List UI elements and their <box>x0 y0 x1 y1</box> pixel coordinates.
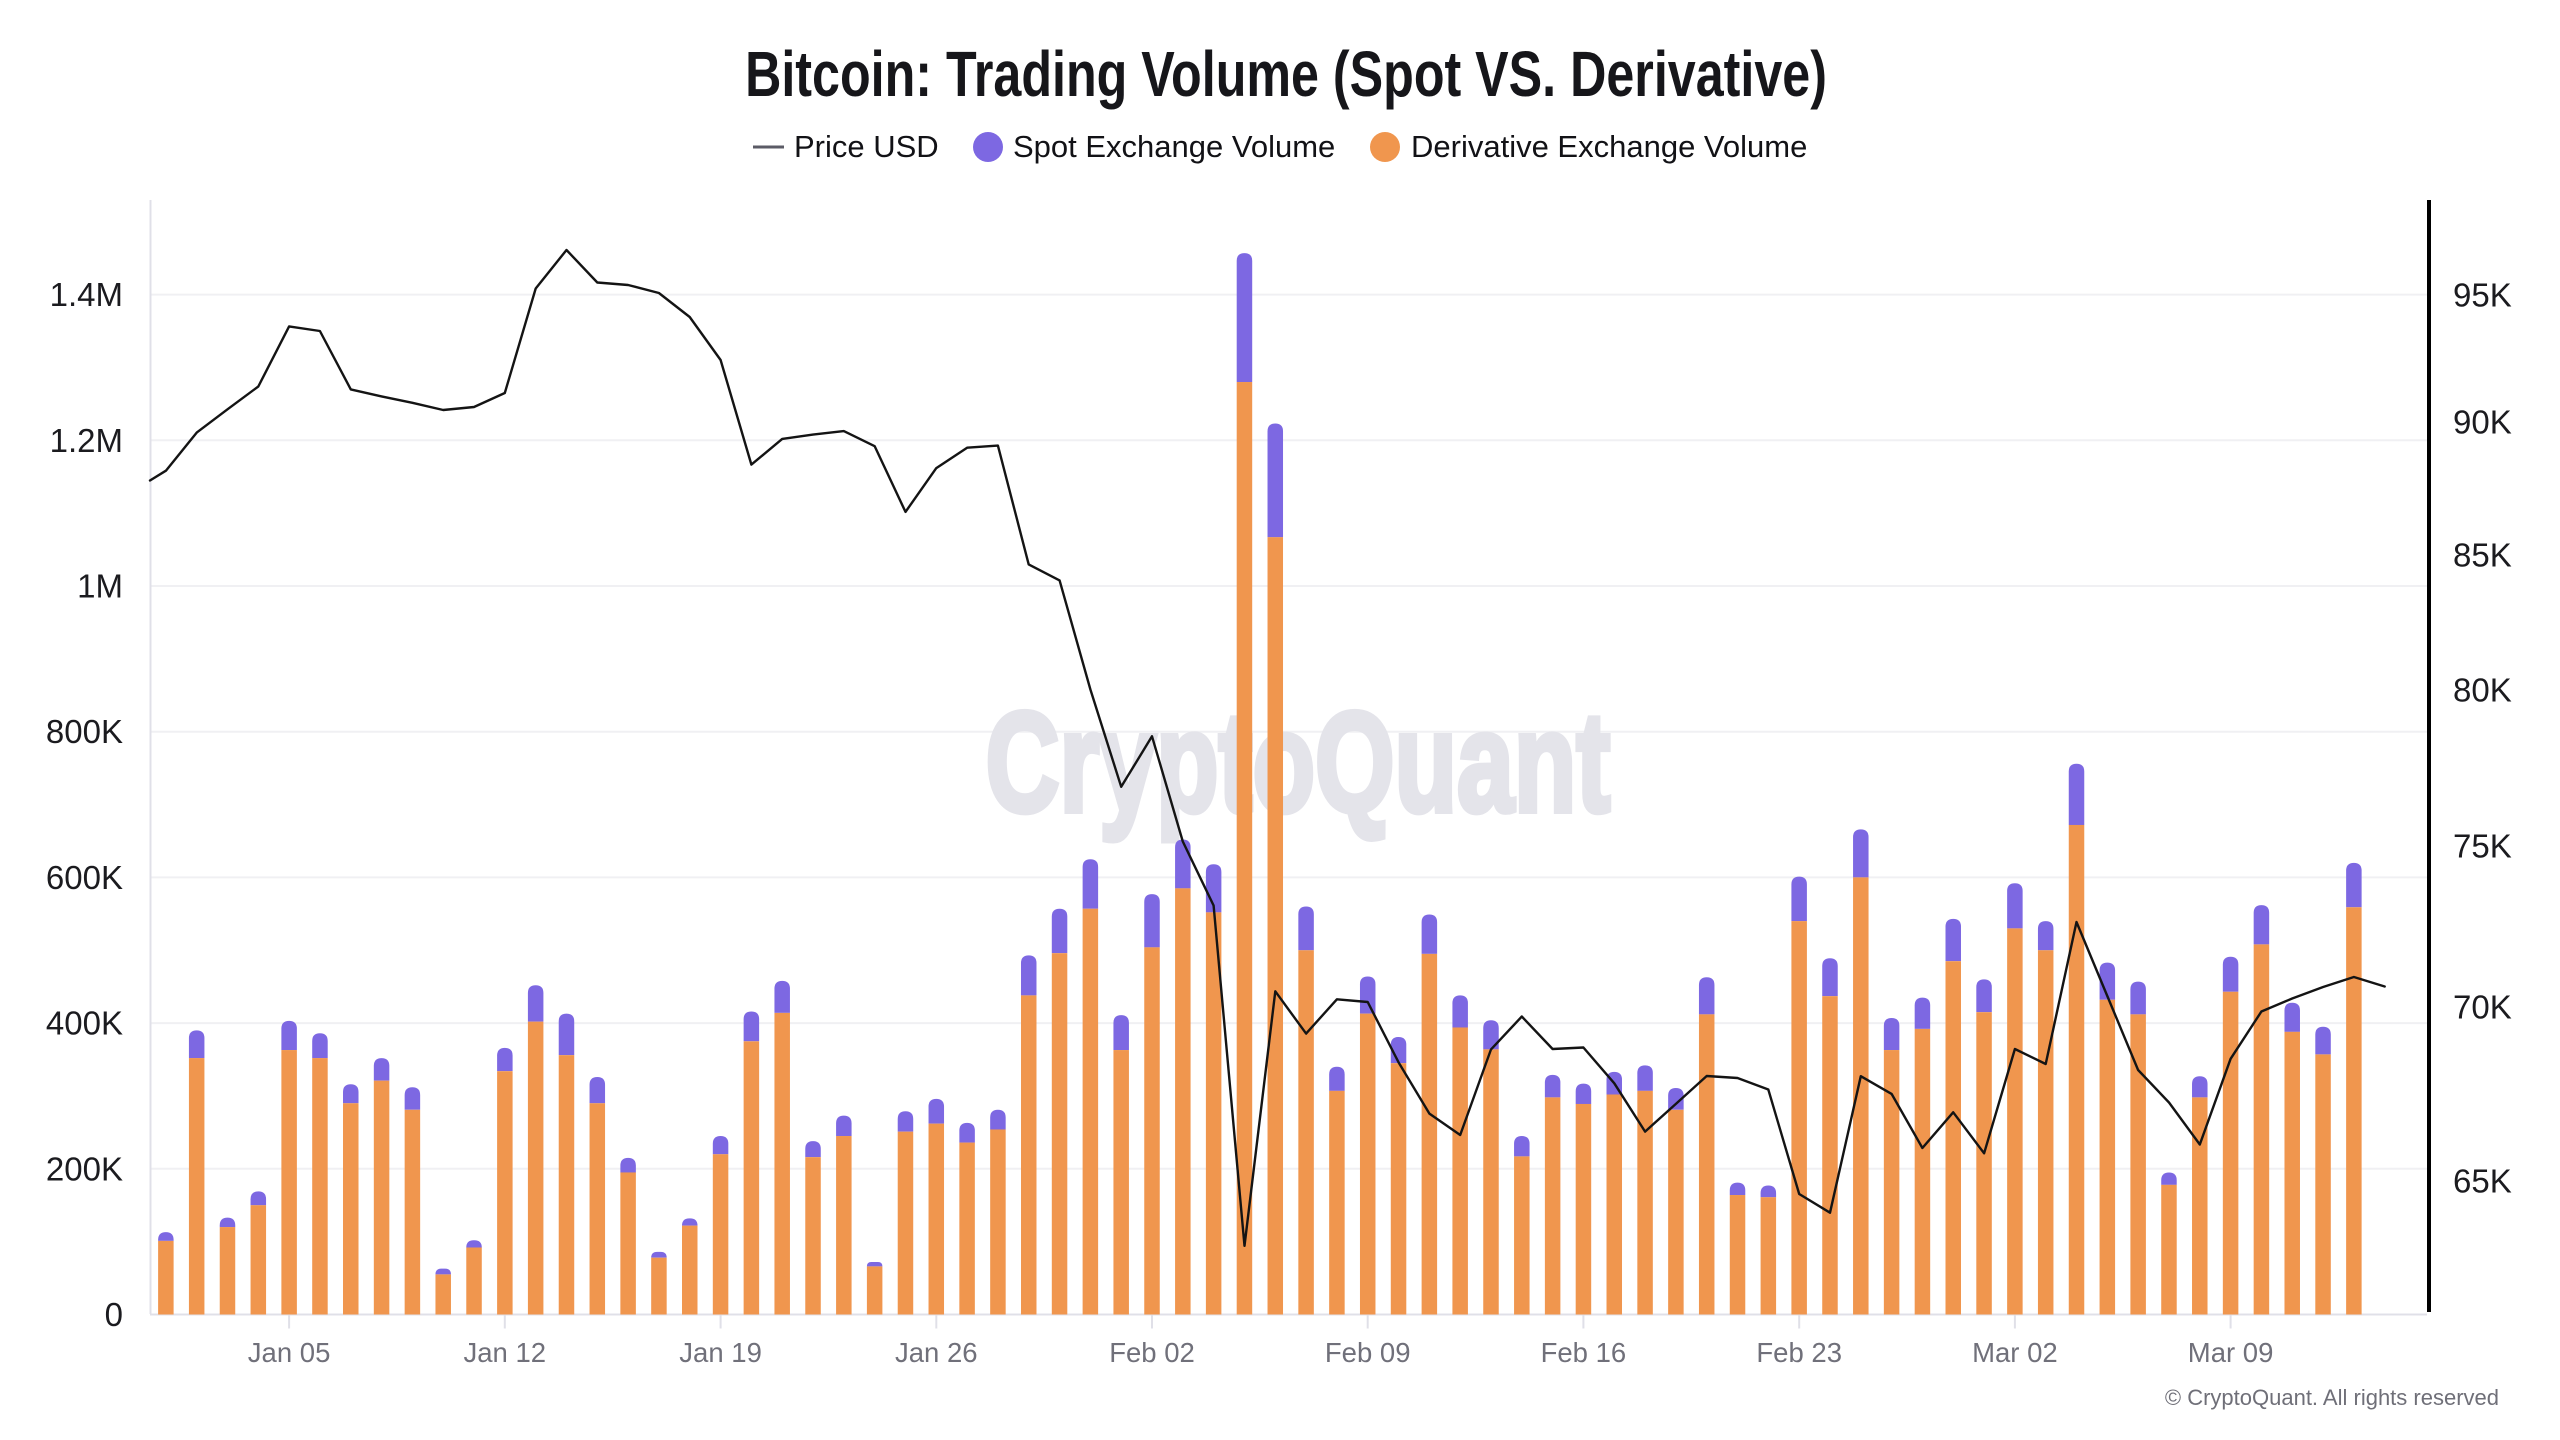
svg-text:Spot Exchange Volume: Spot Exchange Volume <box>1013 129 1335 164</box>
svg-text:400K: 400K <box>46 1005 123 1042</box>
svg-text:70K: 70K <box>2453 989 2512 1026</box>
svg-text:1.2M: 1.2M <box>50 422 123 459</box>
svg-text:95K: 95K <box>2453 277 2512 314</box>
svg-text:90K: 90K <box>2453 404 2512 441</box>
svg-text:Feb 16: Feb 16 <box>1541 1337 1627 1368</box>
svg-text:Price USD: Price USD <box>794 129 939 164</box>
svg-text:Jan 19: Jan 19 <box>679 1337 762 1368</box>
svg-text:200K: 200K <box>46 1150 123 1187</box>
svg-text:800K: 800K <box>46 713 123 750</box>
svg-text:Jan 26: Jan 26 <box>895 1337 978 1368</box>
svg-text:© CryptoQuant. All rights rese: © CryptoQuant. All rights reserved <box>2165 1385 2499 1410</box>
svg-text:Feb 23: Feb 23 <box>1756 1337 1842 1368</box>
svg-text:Feb 09: Feb 09 <box>1325 1337 1411 1368</box>
svg-text:CryptoQuant: CryptoQuant <box>986 684 1611 842</box>
svg-text:600K: 600K <box>46 859 123 896</box>
svg-text:Jan 05: Jan 05 <box>248 1337 331 1368</box>
svg-text:65K: 65K <box>2453 1163 2512 1200</box>
svg-text:75K: 75K <box>2453 828 2512 865</box>
svg-text:Bitcoin: Trading Volume (Spot: Bitcoin: Trading Volume (Spot VS. Deriva… <box>745 39 1827 110</box>
svg-text:1M: 1M <box>77 568 123 605</box>
svg-text:80K: 80K <box>2453 672 2512 709</box>
svg-text:Mar 02: Mar 02 <box>1972 1337 2058 1368</box>
svg-text:1.4M: 1.4M <box>50 276 123 313</box>
svg-text:85K: 85K <box>2453 537 2512 574</box>
svg-text:Mar 09: Mar 09 <box>2188 1337 2274 1368</box>
svg-text:Derivative Exchange Volume: Derivative Exchange Volume <box>1411 129 1807 164</box>
svg-text:Feb 02: Feb 02 <box>1109 1337 1195 1368</box>
svg-text:0: 0 <box>105 1296 123 1333</box>
svg-text:Jan 12: Jan 12 <box>464 1337 547 1368</box>
